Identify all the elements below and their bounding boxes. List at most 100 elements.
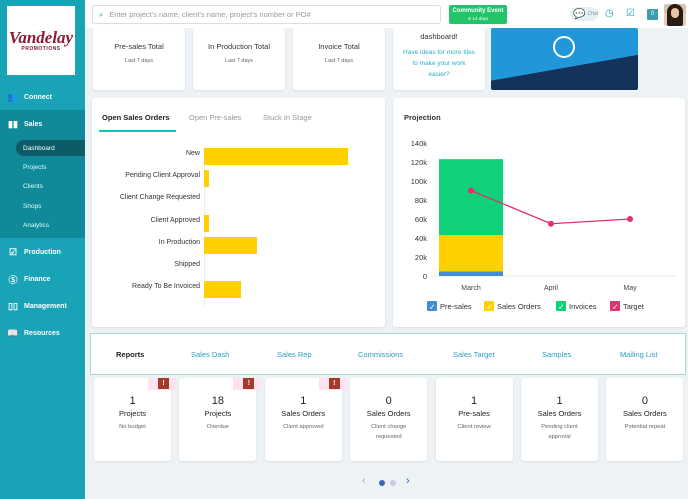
sidebar-item-finance[interactable]: Ⓢ Finance bbox=[0, 268, 85, 290]
card-sub: Last 7 days bbox=[224, 58, 254, 64]
event-sub: in 14 days bbox=[467, 16, 489, 21]
checklist-icon: ☑ bbox=[8, 246, 18, 257]
bar-label: Ready To Be Invoiced bbox=[132, 283, 200, 291]
stat-count: 1 bbox=[129, 395, 136, 407]
sidebar-sub-clients[interactable]: Clients bbox=[23, 182, 43, 190]
y-tick-label: 80k bbox=[415, 196, 427, 205]
warning-icon: ! bbox=[243, 378, 255, 389]
legend-label: Sales Orders bbox=[497, 302, 541, 311]
y-tick-label: 140k bbox=[411, 139, 428, 148]
target-point bbox=[627, 216, 633, 222]
stat-count: 0 bbox=[641, 395, 648, 407]
sidebar-sub-shops[interactable]: Shops bbox=[23, 202, 42, 210]
company-logo[interactable]: Vandelay PROMOTIONS bbox=[7, 6, 75, 75]
tab-open-presales[interactable]: Open Pre-sales bbox=[189, 113, 242, 122]
sidebar-item-connect[interactable]: 👥 Connect bbox=[0, 86, 85, 108]
reports-bar bbox=[90, 333, 686, 375]
stat-card[interactable]: 1 Sales Orders Client approved bbox=[264, 378, 342, 461]
tab-open-sales-orders[interactable]: Open Sales Orders bbox=[102, 113, 170, 122]
stat-status: Client approved bbox=[282, 424, 324, 430]
y-tick-label: 120k bbox=[411, 158, 428, 167]
x-tick-label: March bbox=[461, 285, 481, 292]
card-title: In Production Total bbox=[208, 42, 270, 51]
bar-label: Pending Client Approval bbox=[125, 172, 200, 180]
check-icon: ✓ bbox=[558, 303, 565, 312]
invoice-total-card[interactable]: Invoice Total Last 7 days bbox=[293, 28, 385, 90]
avatar[interactable] bbox=[664, 4, 686, 26]
stat-type: Sales Orders bbox=[623, 409, 667, 418]
sidebar-item-sales[interactable]: ▮▮ Sales bbox=[0, 113, 85, 135]
card-title: Invoice Total bbox=[318, 42, 360, 51]
bar-pending-client-approval[interactable] bbox=[204, 170, 210, 188]
people-icon: 👥 bbox=[7, 91, 19, 102]
legend-label: Invoices bbox=[569, 302, 597, 311]
report-link-sales-target[interactable]: Sales Target bbox=[453, 350, 495, 359]
tasks-icon[interactable]: ☑ bbox=[626, 8, 635, 19]
legend-checkbox-pre-sales[interactable] bbox=[427, 301, 437, 311]
card-sub: Last 7 days bbox=[324, 58, 354, 64]
management-icon: ▯▯ bbox=[8, 300, 18, 311]
stat-type: Sales Orders bbox=[366, 409, 411, 418]
stat-count: 1 bbox=[556, 395, 563, 407]
legend-label: Pre-sales bbox=[440, 302, 472, 311]
production-total-card[interactable]: In Production Total Last 7 days bbox=[193, 28, 285, 90]
tab-stuck-in-stage[interactable]: Stuck In Stage bbox=[263, 113, 312, 122]
stat-card[interactable]: 1 Projects No budget bbox=[94, 378, 171, 461]
report-link-commissions[interactable]: Commissions bbox=[358, 350, 404, 359]
bar-pre-sales bbox=[439, 271, 503, 276]
bar-client-approved[interactable] bbox=[204, 214, 210, 232]
bar-sales-orders bbox=[439, 235, 503, 272]
x-tick-label: May bbox=[623, 285, 637, 292]
stat-card[interactable]: 18 Projects Overdue bbox=[179, 378, 257, 461]
sidebar-item-resources[interactable]: 📖 Resources bbox=[0, 322, 85, 344]
bar-ready-to-be-invoiced[interactable] bbox=[204, 281, 242, 299]
page-dot[interactable] bbox=[390, 480, 396, 486]
x-tick-label: April bbox=[544, 285, 558, 292]
legend-checkbox-sales-orders[interactable] bbox=[484, 301, 494, 311]
page-dot-active[interactable] bbox=[379, 480, 385, 486]
clock-icon[interactable]: ◷ bbox=[605, 8, 614, 19]
stat-card[interactable]: 0 Sales Orders Client change requested bbox=[350, 378, 428, 461]
search-input[interactable]: ⌕ Enter project's name, client's name, pr… bbox=[92, 5, 441, 24]
nav-label: Connect bbox=[24, 93, 52, 101]
stat-card[interactable]: 1 Pre-sales Client review bbox=[435, 378, 513, 461]
card-title: Pre-sales Total bbox=[114, 42, 164, 51]
stat-card[interactable]: 0 Sales Orders Potential repeat bbox=[606, 378, 684, 461]
bar-label: Client Approved bbox=[150, 216, 200, 224]
report-link-samples[interactable]: Samples bbox=[542, 350, 572, 359]
sidebar-sub-projects[interactable]: Projects bbox=[23, 163, 47, 171]
report-link-reports[interactable]: Reports bbox=[116, 350, 145, 359]
community-banner-image[interactable] bbox=[491, 28, 638, 90]
active-tab-indicator bbox=[99, 130, 176, 132]
bar-new[interactable] bbox=[204, 148, 348, 165]
y-tick-label: 60k bbox=[415, 215, 427, 224]
legend-checkbox-target[interactable] bbox=[610, 301, 620, 311]
presales-total-card[interactable]: Pre-sales Total Last 7 days bbox=[93, 28, 185, 90]
nav-label: Sales bbox=[24, 120, 43, 128]
community-event-button[interactable]: Community Event in 14 days bbox=[449, 5, 507, 24]
chat-button[interactable]: 💬 Chat bbox=[570, 7, 598, 21]
logo-subtext: PROMOTIONS bbox=[21, 45, 61, 52]
bar-in-production[interactable] bbox=[204, 236, 258, 254]
stat-count: 0 bbox=[385, 395, 392, 407]
report-link-mailing-list[interactable]: Mailing List bbox=[620, 350, 658, 359]
prev-page-icon[interactable]: ‹ bbox=[362, 475, 366, 487]
notifications-badge[interactable]: 0 bbox=[647, 9, 658, 20]
bar-chart-icon: ▮▮ bbox=[8, 118, 18, 129]
sidebar bbox=[0, 0, 85, 499]
sidebar-item-production[interactable]: ☑ Production bbox=[0, 241, 85, 263]
stat-count: 1 bbox=[471, 395, 478, 407]
report-link-sales-dash[interactable]: Sales Dash bbox=[191, 350, 230, 359]
stat-card[interactable]: 1 Sales Orders Pending client approval bbox=[521, 378, 598, 461]
ideas-link[interactable]: Have ideas for more tiles to make your w… bbox=[403, 49, 475, 78]
warning-icon: ! bbox=[328, 378, 340, 389]
bar-label: New bbox=[185, 150, 200, 157]
sidebar-item-management[interactable]: ▯▯ Management bbox=[0, 295, 85, 317]
legend-checkbox-invoices[interactable] bbox=[556, 301, 566, 311]
nav-label: Finance bbox=[24, 275, 51, 283]
sidebar-sub-analytics[interactable]: Analytics bbox=[23, 221, 50, 229]
chat-icon: 💬 bbox=[573, 8, 586, 20]
report-link-sales-rep[interactable]: Sales Rep bbox=[277, 350, 312, 359]
next-page-icon[interactable]: › bbox=[406, 475, 410, 487]
sidebar-sub-dashboard[interactable]: Dashboard bbox=[16, 140, 85, 156]
